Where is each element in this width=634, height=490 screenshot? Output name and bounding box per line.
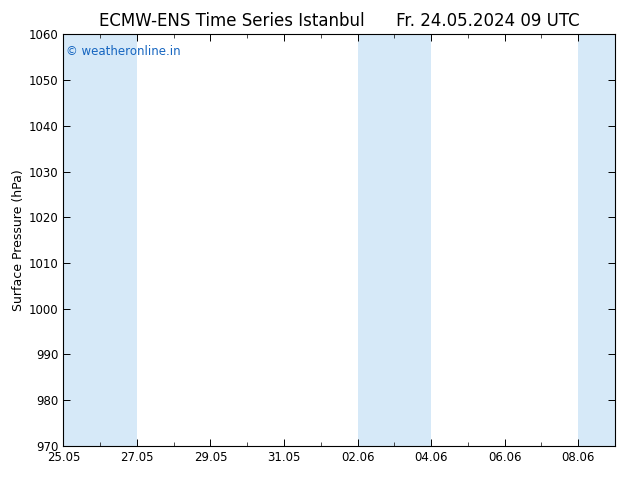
Bar — [358, 34, 431, 446]
Bar — [578, 34, 634, 446]
Y-axis label: Surface Pressure (hPa): Surface Pressure (hPa) — [11, 169, 25, 311]
Title: ECMW-ENS Time Series Istanbul      Fr. 24.05.2024 09 UTC: ECMW-ENS Time Series Istanbul Fr. 24.05.… — [99, 12, 579, 30]
Bar — [63, 34, 137, 446]
Text: © weatheronline.in: © weatheronline.in — [66, 45, 181, 58]
